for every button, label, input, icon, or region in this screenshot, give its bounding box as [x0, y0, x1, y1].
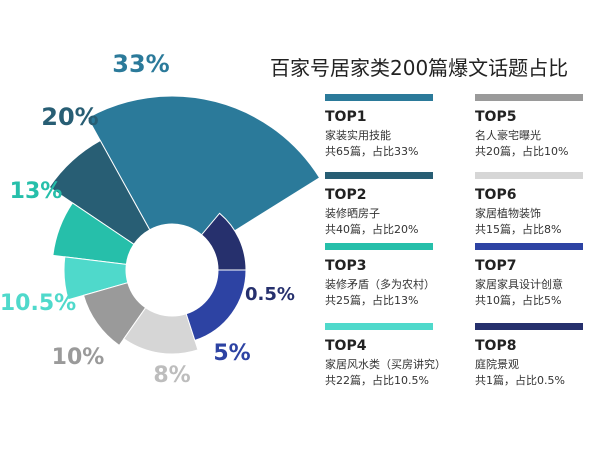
legend-color-bar: [475, 94, 583, 101]
legend-rank: TOP4: [325, 338, 367, 354]
legend-detail: 共40篇，占比20%: [325, 223, 419, 236]
legend-color-bar: [325, 94, 433, 101]
legend-color-bar: [325, 323, 433, 330]
inner-ring: [130, 228, 214, 312]
legend-item-top6: TOP6 家居植物装饰共15篇，占比8%: [475, 172, 587, 238]
legend-topic: 装修矛盾（多为农村）: [325, 278, 435, 291]
pie-slice-top6: [123, 306, 199, 355]
slice-percent-label: 0.5%: [245, 284, 295, 305]
legend-detail: 共1篇，占比0.5%: [475, 374, 565, 387]
slice-percent-label: 8%: [153, 363, 190, 388]
legend-item-top1: TOP1 家装实用技能共65篇，占比33%: [325, 94, 437, 160]
slice-percent-label: 33%: [112, 50, 169, 78]
legend-rank: TOP2: [325, 187, 367, 203]
slice-percent-label: 10.5%: [0, 291, 76, 316]
legend-topic: 庭院景观: [475, 358, 519, 371]
pie-slice-top7: [185, 269, 247, 342]
legend-rank: TOP1: [325, 109, 367, 125]
legend-topic: 家居植物装饰: [475, 207, 541, 220]
legend-rank: TOP7: [475, 258, 517, 274]
legend-color-bar: [475, 323, 583, 330]
legend-topic: 家居风水类（买房讲究）: [325, 358, 446, 371]
slice-percent-label: 10%: [52, 345, 105, 370]
pie-slice-top3: [52, 202, 135, 265]
legend-item-top5: TOP5 名人豪宅曝光共20篇，占比10%: [475, 94, 587, 160]
legend-rank: TOP5: [475, 109, 517, 125]
legend-item-top4: TOP4 家居风水类（买房讲究） 共22篇，占比10.5%: [325, 323, 446, 389]
slice-percent-label: 20%: [41, 103, 98, 131]
legend-topic: 名人豪宅曝光: [475, 129, 541, 142]
pie-slice-top2: [48, 139, 151, 245]
legend-item-top8: TOP8 庭院景观共1篇，占比0.5%: [475, 323, 587, 389]
pie-slice-top1: [86, 95, 321, 247]
legend-detail: 共22篇，占比10.5%: [325, 374, 429, 387]
legend-rank: TOP8: [475, 338, 517, 354]
legend-topic: 装修晒房子: [325, 207, 380, 220]
legend-color-bar: [475, 172, 583, 179]
legend-color-bar: [325, 243, 433, 250]
legend-rank: TOP3: [325, 258, 367, 274]
legend-detail: 共15篇，占比8%: [475, 223, 562, 236]
slice-percent-label: 13%: [10, 179, 63, 204]
legend-topic: 家装实用技能: [325, 129, 391, 142]
legend-detail: 共25篇，占比13%: [325, 294, 419, 307]
chart-title: 百家号居家类200篇爆文话题占比: [270, 56, 569, 80]
legend-item-top2: TOP2 装修晒房子共40篇，占比20%: [325, 172, 437, 238]
legend-rank: TOP6: [475, 187, 517, 203]
legend-item-top7: TOP7 家居家具设计创意 共10篇，占比5%: [475, 243, 587, 309]
legend-item-top3: TOP3 装修矛盾（多为农村） 共25篇，占比13%: [325, 243, 437, 309]
legend-detail: 共20篇，占比10%: [475, 145, 569, 158]
pie-slice-top8: [200, 212, 247, 271]
pie-slice-top4: [63, 256, 129, 301]
legend-topic: 家居家具设计创意: [475, 278, 563, 291]
legend-detail: 共65篇，占比33%: [325, 145, 419, 158]
legend-color-bar: [475, 243, 583, 250]
legend-color-bar: [325, 172, 433, 179]
slice-percent-label: 5%: [213, 341, 250, 366]
legend-detail: 共10篇，占比5%: [475, 294, 562, 307]
